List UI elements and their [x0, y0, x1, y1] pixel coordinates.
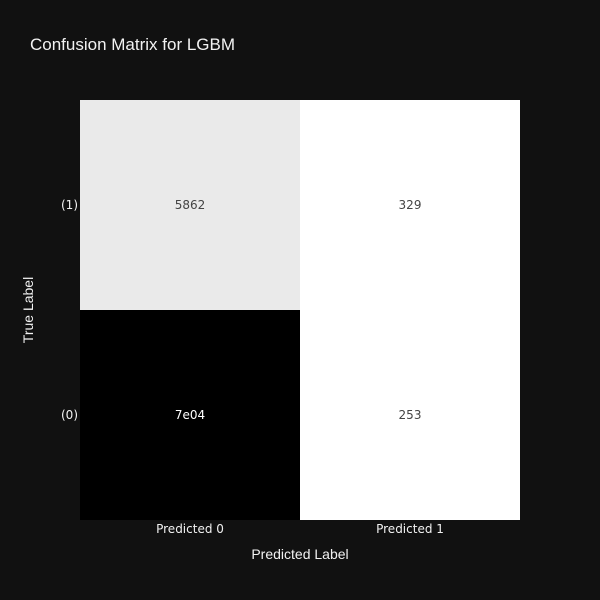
- chart-title: Confusion Matrix for LGBM: [30, 35, 235, 54]
- x-axis-ticks: Predicted 0 Predicted 1: [156, 522, 444, 536]
- heatmap-cell-label-r0-c0: 5862: [175, 198, 206, 212]
- x-tick-predicted-1: Predicted 1: [376, 522, 444, 536]
- x-axis-title: Predicted Label: [251, 546, 348, 562]
- heatmap-cell-r1-c1: [300, 310, 520, 520]
- heatmap-cell-label-r0-c1: 329: [399, 198, 422, 212]
- heatmap-annotations: 5862 329 7e04 253: [175, 198, 422, 422]
- heatmap-cell-label-r1-c0: 7e04: [175, 408, 205, 422]
- y-axis-title: True Label: [20, 277, 36, 343]
- heatmap-cell-r0-c0: [80, 100, 300, 310]
- y-axis-ticks: (1) (0): [61, 198, 78, 422]
- heatmap-cell-r0-c1: [300, 100, 520, 310]
- heatmap-cell-r1-c0: [80, 310, 300, 520]
- y-tick-1: (1): [61, 198, 78, 212]
- heatmap-cells: [80, 100, 520, 520]
- heatmap-cell-label-r1-c1: 253: [399, 408, 422, 422]
- y-tick-0: (0): [61, 408, 78, 422]
- x-tick-predicted-0: Predicted 0: [156, 522, 224, 536]
